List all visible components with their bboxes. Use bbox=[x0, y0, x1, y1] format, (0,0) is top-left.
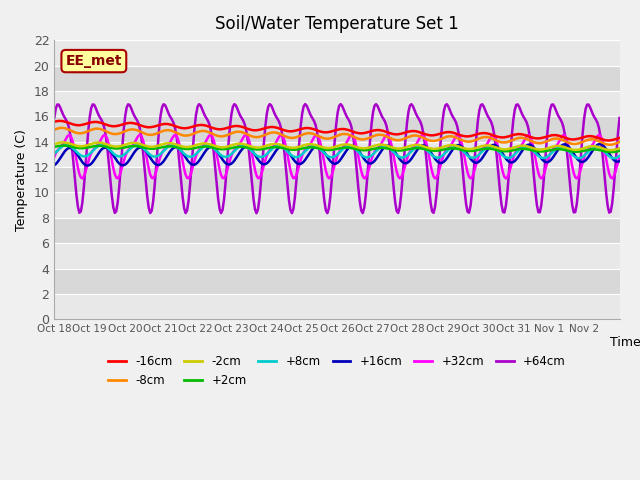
Bar bbox=[54, 91, 620, 116]
Bar bbox=[54, 116, 620, 142]
Bar bbox=[54, 142, 620, 167]
Bar bbox=[54, 269, 620, 294]
Bar bbox=[54, 218, 620, 243]
Bar bbox=[54, 294, 620, 319]
Bar bbox=[54, 65, 620, 91]
Bar bbox=[54, 167, 620, 192]
Bar bbox=[54, 40, 620, 65]
Title: Soil/Water Temperature Set 1: Soil/Water Temperature Set 1 bbox=[215, 15, 459, 33]
Legend: -16cm, -8cm, -2cm, +2cm, +8cm, +16cm, +32cm, +64cm: -16cm, -8cm, -2cm, +2cm, +8cm, +16cm, +3… bbox=[103, 350, 570, 392]
Bar bbox=[54, 243, 620, 269]
Text: EE_met: EE_met bbox=[65, 54, 122, 68]
X-axis label: Time: Time bbox=[610, 336, 640, 349]
Y-axis label: Temperature (C): Temperature (C) bbox=[15, 129, 28, 231]
Bar bbox=[54, 192, 620, 218]
